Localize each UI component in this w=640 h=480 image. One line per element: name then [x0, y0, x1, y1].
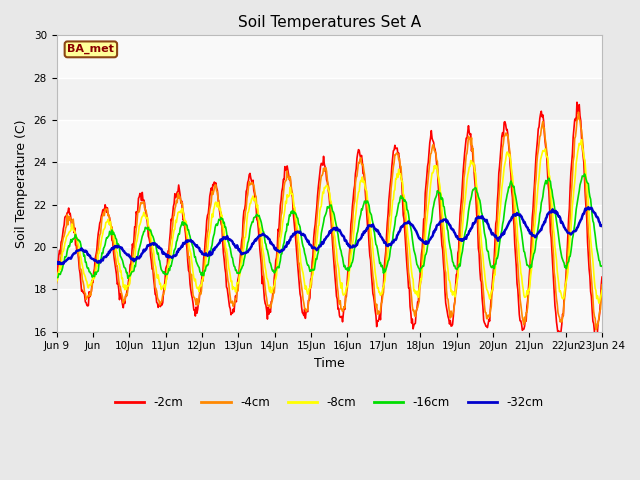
Line: -4cm: -4cm — [56, 112, 602, 330]
-2cm — [412, 320, 419, 326]
-8cm — [203, 253, 211, 259]
-2cm — [174, 189, 182, 195]
-16cm — [396, 194, 404, 200]
-4cm — [598, 282, 606, 288]
-2cm — [63, 213, 70, 219]
-32cm — [120, 248, 127, 254]
-2cm — [396, 157, 403, 163]
-32cm — [396, 227, 404, 233]
Line: -32cm: -32cm — [56, 207, 602, 264]
Y-axis label: Soil Temperature (C): Soil Temperature (C) — [15, 119, 28, 248]
-32cm — [63, 257, 71, 263]
Line: -16cm: -16cm — [56, 174, 602, 278]
-8cm — [396, 171, 403, 177]
-4cm — [174, 190, 182, 196]
-16cm — [175, 231, 182, 237]
-32cm — [412, 228, 420, 234]
-16cm — [52, 275, 60, 281]
-16cm — [124, 276, 132, 281]
Bar — [56, 289, 602, 332]
-32cm — [204, 253, 211, 259]
-2cm — [203, 217, 211, 223]
-4cm — [118, 295, 126, 300]
-4cm — [396, 156, 403, 161]
-2cm — [52, 269, 60, 275]
-2cm — [573, 99, 581, 105]
Legend: -2cm, -4cm, -8cm, -16cm, -32cm: -2cm, -4cm, -8cm, -16cm, -32cm — [110, 391, 548, 413]
-4cm — [575, 109, 582, 115]
-32cm — [52, 259, 60, 265]
-32cm — [598, 223, 606, 229]
-32cm — [175, 246, 182, 252]
-4cm — [63, 224, 70, 229]
-16cm — [598, 264, 606, 269]
-2cm — [591, 334, 599, 340]
-8cm — [412, 290, 419, 296]
-4cm — [592, 327, 600, 333]
Bar — [56, 120, 602, 162]
-8cm — [52, 277, 60, 283]
-2cm — [118, 302, 126, 308]
Line: -2cm: -2cm — [56, 102, 602, 337]
-8cm — [118, 276, 126, 281]
-8cm — [595, 300, 603, 306]
Bar — [56, 204, 602, 247]
-16cm — [580, 171, 588, 177]
-32cm — [57, 261, 65, 267]
Title: Soil Temperatures Set A: Soil Temperatures Set A — [237, 15, 421, 30]
-16cm — [204, 263, 211, 268]
-4cm — [412, 313, 419, 319]
X-axis label: Time: Time — [314, 357, 344, 370]
-4cm — [52, 280, 60, 286]
-8cm — [598, 288, 606, 293]
-32cm — [584, 204, 592, 210]
-8cm — [578, 137, 586, 143]
-4cm — [203, 237, 211, 242]
Bar — [56, 36, 602, 78]
-8cm — [174, 210, 182, 216]
-8cm — [63, 234, 70, 240]
Line: -8cm: -8cm — [56, 140, 602, 303]
-16cm — [118, 258, 126, 264]
-2cm — [598, 274, 606, 280]
Text: BA_met: BA_met — [67, 44, 115, 55]
-16cm — [63, 253, 70, 259]
-16cm — [412, 257, 420, 263]
